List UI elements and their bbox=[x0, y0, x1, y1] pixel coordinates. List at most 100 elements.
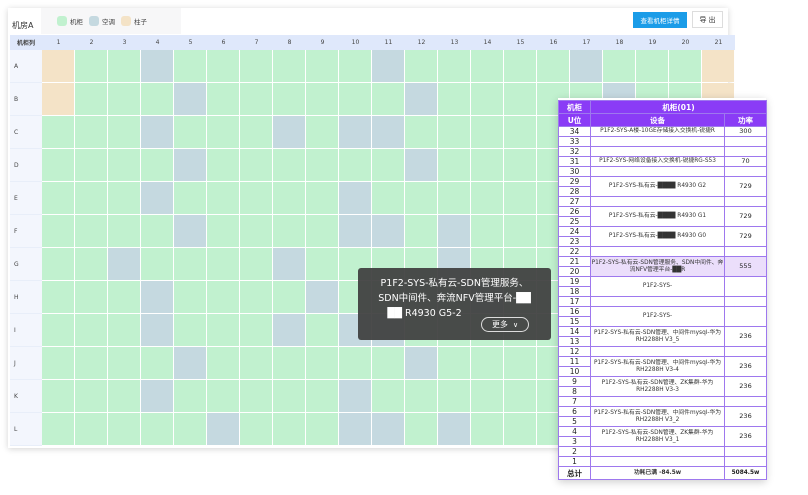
cabinet-cell[interactable] bbox=[141, 149, 173, 181]
ac-cell[interactable] bbox=[306, 281, 338, 313]
cabinet-cell[interactable] bbox=[75, 182, 107, 214]
ac-cell[interactable] bbox=[174, 149, 206, 181]
ac-cell[interactable] bbox=[405, 83, 437, 115]
cabinet-cell[interactable] bbox=[42, 281, 74, 313]
device-name[interactable]: P1F2-SYS-私有云-████ R4930 G2 bbox=[590, 176, 725, 197]
cabinet-cell[interactable] bbox=[207, 380, 239, 412]
cabinet-cell[interactable] bbox=[42, 149, 74, 181]
cabinet-cell[interactable] bbox=[207, 281, 239, 313]
cabinet-cell[interactable] bbox=[438, 149, 470, 181]
cabinet-cell[interactable] bbox=[240, 347, 272, 379]
cabinet-cell[interactable] bbox=[504, 380, 536, 412]
cabinet-cell[interactable] bbox=[141, 215, 173, 247]
device-name[interactable]: P1F2-SYS-私有云-SDN管理、ZK集群-华为RH2288H V3-3 bbox=[590, 376, 725, 397]
cabinet-cell[interactable] bbox=[471, 50, 503, 82]
cabinet-cell[interactable] bbox=[174, 182, 206, 214]
cabinet-cell[interactable] bbox=[75, 215, 107, 247]
cabinet-cell[interactable] bbox=[273, 83, 305, 115]
cabinet-cell[interactable] bbox=[240, 149, 272, 181]
cabinet-cell[interactable] bbox=[273, 149, 305, 181]
cabinet-cell[interactable] bbox=[405, 182, 437, 214]
cabinet-cell[interactable] bbox=[636, 50, 668, 82]
cabinet-cell[interactable] bbox=[471, 413, 503, 445]
cabinet-cell[interactable] bbox=[75, 281, 107, 313]
ac-cell[interactable] bbox=[141, 281, 173, 313]
cabinet-cell[interactable] bbox=[504, 347, 536, 379]
cabinet-cell[interactable] bbox=[405, 116, 437, 148]
cabinet-cell[interactable] bbox=[240, 182, 272, 214]
device-name[interactable]: P1F2-SYS-网络设备接入交换机-锐捷RG-S53 bbox=[590, 156, 725, 167]
ac-cell[interactable] bbox=[372, 116, 404, 148]
cabinet-cell[interactable] bbox=[108, 413, 140, 445]
cabinet-cell[interactable] bbox=[372, 83, 404, 115]
ac-cell[interactable] bbox=[339, 215, 371, 247]
ac-cell[interactable] bbox=[141, 182, 173, 214]
device-name[interactable]: P1F2-SYS-私有云-SDN管理、ZK集群-华为RH2288H V3_1 bbox=[590, 426, 725, 447]
cabinet-cell[interactable] bbox=[306, 83, 338, 115]
cabinet-cell[interactable] bbox=[471, 149, 503, 181]
cabinet-cell[interactable] bbox=[141, 248, 173, 280]
ac-cell[interactable] bbox=[339, 380, 371, 412]
cabinet-cell[interactable] bbox=[240, 413, 272, 445]
ac-cell[interactable] bbox=[438, 413, 470, 445]
cabinet-cell[interactable] bbox=[339, 83, 371, 115]
cabinet-cell[interactable] bbox=[240, 116, 272, 148]
cabinet-cell[interactable] bbox=[75, 50, 107, 82]
cabinet-cell[interactable] bbox=[42, 116, 74, 148]
cabinet-cell[interactable] bbox=[207, 50, 239, 82]
ac-cell[interactable] bbox=[141, 314, 173, 346]
cabinet-cell[interactable] bbox=[174, 50, 206, 82]
cabinet-cell[interactable] bbox=[108, 116, 140, 148]
cabinet-cell[interactable] bbox=[438, 83, 470, 115]
cabinet-cell[interactable] bbox=[42, 347, 74, 379]
cabinet-cell[interactable] bbox=[207, 347, 239, 379]
cabinet-cell[interactable] bbox=[174, 413, 206, 445]
device-name[interactable]: P1F2-SYS- bbox=[590, 276, 725, 297]
cabinet-cell[interactable] bbox=[273, 182, 305, 214]
device-name[interactable]: P1F2-SYS-私有云-SDN管理、中间件mysql-华为RH2288H V3… bbox=[590, 326, 725, 347]
cabinet-cell[interactable] bbox=[108, 83, 140, 115]
cabinet-cell[interactable] bbox=[75, 149, 107, 181]
cabinet-cell[interactable] bbox=[75, 116, 107, 148]
cabinet-cell[interactable] bbox=[240, 314, 272, 346]
ac-cell[interactable] bbox=[141, 380, 173, 412]
cabinet-cell[interactable] bbox=[108, 50, 140, 82]
cabinet-cell[interactable] bbox=[207, 248, 239, 280]
view-cabinet-detail-button[interactable]: 查看机柜详情 bbox=[633, 12, 687, 28]
cabinet-cell[interactable] bbox=[669, 50, 701, 82]
ac-cell[interactable] bbox=[207, 413, 239, 445]
cabinet-cell[interactable] bbox=[108, 149, 140, 181]
cabinet-cell[interactable] bbox=[504, 413, 536, 445]
cabinet-cell[interactable] bbox=[438, 380, 470, 412]
ac-cell[interactable] bbox=[372, 50, 404, 82]
cabinet-cell[interactable] bbox=[438, 50, 470, 82]
cabinet-cell[interactable] bbox=[405, 215, 437, 247]
cabinet-cell[interactable] bbox=[471, 380, 503, 412]
ac-cell[interactable] bbox=[405, 149, 437, 181]
cabinet-cell[interactable] bbox=[174, 248, 206, 280]
cabinet-cell[interactable] bbox=[306, 347, 338, 379]
ac-cell[interactable] bbox=[141, 50, 173, 82]
cabinet-cell[interactable] bbox=[174, 281, 206, 313]
cabinet-cell[interactable] bbox=[42, 413, 74, 445]
more-button[interactable]: 更多 ∨ bbox=[481, 317, 529, 332]
cabinet-cell[interactable] bbox=[471, 116, 503, 148]
cabinet-cell[interactable] bbox=[306, 380, 338, 412]
cabinet-cell[interactable] bbox=[75, 380, 107, 412]
cabinet-cell[interactable] bbox=[372, 380, 404, 412]
cabinet-cell[interactable] bbox=[240, 281, 272, 313]
ac-cell[interactable] bbox=[339, 413, 371, 445]
cabinet-cell[interactable] bbox=[108, 182, 140, 214]
cabinet-cell[interactable] bbox=[504, 116, 536, 148]
cabinet-cell[interactable] bbox=[471, 347, 503, 379]
ac-cell[interactable] bbox=[438, 215, 470, 247]
cabinet-cell[interactable] bbox=[207, 83, 239, 115]
cabinet-cell[interactable] bbox=[75, 413, 107, 445]
cabinet-cell[interactable] bbox=[405, 413, 437, 445]
cabinet-cell[interactable] bbox=[141, 347, 173, 379]
ac-cell[interactable] bbox=[273, 248, 305, 280]
cabinet-cell[interactable] bbox=[207, 314, 239, 346]
cabinet-cell[interactable] bbox=[438, 347, 470, 379]
device-name[interactable]: P1F2-SYS-私有云-SDN管理、中间件mysql-华为RH2288H V3… bbox=[590, 406, 725, 427]
cabinet-cell[interactable] bbox=[207, 149, 239, 181]
